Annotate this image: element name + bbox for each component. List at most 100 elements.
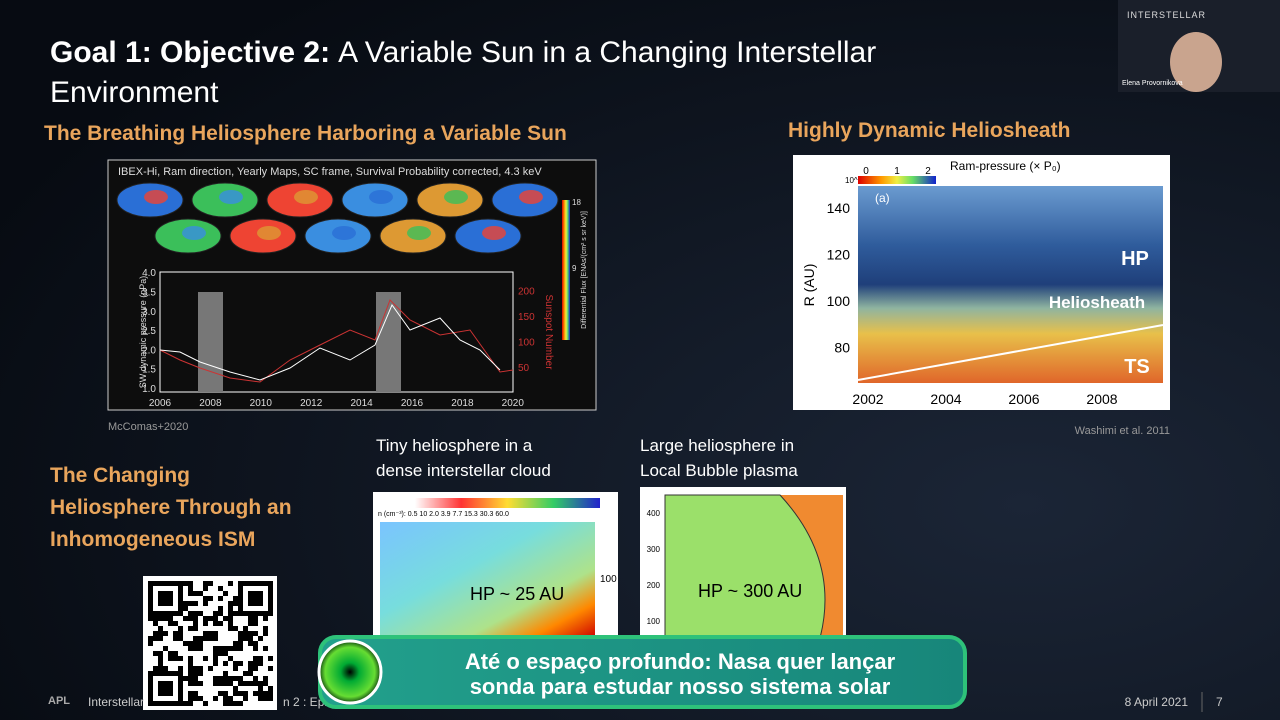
qr-module [258,636,263,641]
shade [376,292,401,392]
webcam-brand: INTERSTELLAR [1127,10,1206,20]
figure-caption: IBEX-Hi, Ram direction, Yearly Maps, SC … [118,166,542,178]
qr-module [178,696,183,701]
qr-module [163,596,168,601]
heading: The Changing [50,464,190,487]
person [1170,32,1222,92]
qr-module [168,596,173,601]
qr-module [153,616,158,621]
qr-module [248,596,253,601]
colorbar-tick: 0 [863,166,869,177]
qr-module [238,646,243,651]
y-tick-label: 3.0 [142,307,156,318]
qr-module [188,641,193,646]
pressure-line [159,303,501,381]
qr-module [238,681,243,686]
qr-module [263,631,268,636]
qr-module [268,596,273,601]
footer-series: Interstellar [88,695,144,709]
qr-module [213,696,218,701]
plot-frame [159,271,514,393]
qr-module [223,701,228,706]
qr-module [178,681,183,686]
qr-module [203,601,208,606]
qr-module [158,661,163,666]
banner-text: Até o espaço profundo: Nasa quer lançar [465,649,896,674]
qr-module [148,686,153,691]
qr-module [213,651,218,656]
qr-module [148,601,153,606]
y-tick-label: 200 [647,581,661,590]
qr-module [158,591,163,596]
qr-module [213,681,218,686]
qr-module [148,596,153,601]
qr-module [183,641,188,646]
qr-module [213,636,218,641]
qr-module [253,611,258,616]
qr-module [168,616,173,621]
qr-module [248,671,253,676]
qr-module [178,691,183,696]
qr-module [193,676,198,681]
qr-module [203,656,208,661]
qr-module [258,596,263,601]
qr-module [228,696,233,701]
qr-module [173,701,178,706]
qr-module [218,596,223,601]
qr-module [238,606,243,611]
qr-module [253,691,258,696]
qr-module [258,691,263,696]
x-tick-label: 2010 [250,398,273,409]
y-tick-label: 300 [647,545,661,554]
qr-module [188,691,193,696]
qr-module [218,691,223,696]
qr-module [253,616,258,621]
y2-tick-label: 200 [518,287,535,298]
qr-module [148,676,153,681]
y2-tick-label: 150 [518,312,535,323]
qr-module [253,666,258,671]
qr-module [248,581,253,586]
qr-module [243,631,248,636]
qr-module [208,616,213,621]
y-tick-label: 2.0 [142,345,156,356]
title: Environment [50,76,219,109]
x-tick-label: 2004 [930,391,961,407]
qr-module [178,586,183,591]
qr-module [193,696,198,701]
qr-module [238,691,243,696]
qr-module [233,686,238,691]
page-number: 7 [1216,695,1223,709]
qr-module [148,606,153,611]
sky-maps [116,182,559,254]
qr-module [148,586,153,591]
qr-module [188,626,193,631]
qr-module [178,626,183,631]
qr-module [233,691,238,696]
y-tick-label: 1.0 [142,384,156,395]
qr-module [163,646,168,651]
qr-module [268,606,273,611]
x-tick-label: 2006 [1008,391,1039,407]
qr-module [228,581,233,586]
plot [858,186,1163,383]
qr-module [198,646,203,651]
qr-module [148,691,153,696]
qr-module [193,611,198,616]
qr-module [263,676,268,681]
title: Goal 1: Objective 2: A Variable Sun in a … [50,36,876,69]
qr-module [158,651,163,656]
qr-module [268,696,273,701]
qr-module [178,611,183,616]
logo: APL [48,695,70,707]
qr-module [268,666,273,671]
qr-module [158,656,163,661]
qr-module [253,596,258,601]
qr-module [158,596,163,601]
qr-module [268,656,273,661]
colorbar-title: Ram-pressure (× P₀) [950,159,1061,173]
qr-module [208,581,213,586]
qr-module [148,696,153,701]
qr-module [223,661,228,666]
qr-module [148,581,153,586]
